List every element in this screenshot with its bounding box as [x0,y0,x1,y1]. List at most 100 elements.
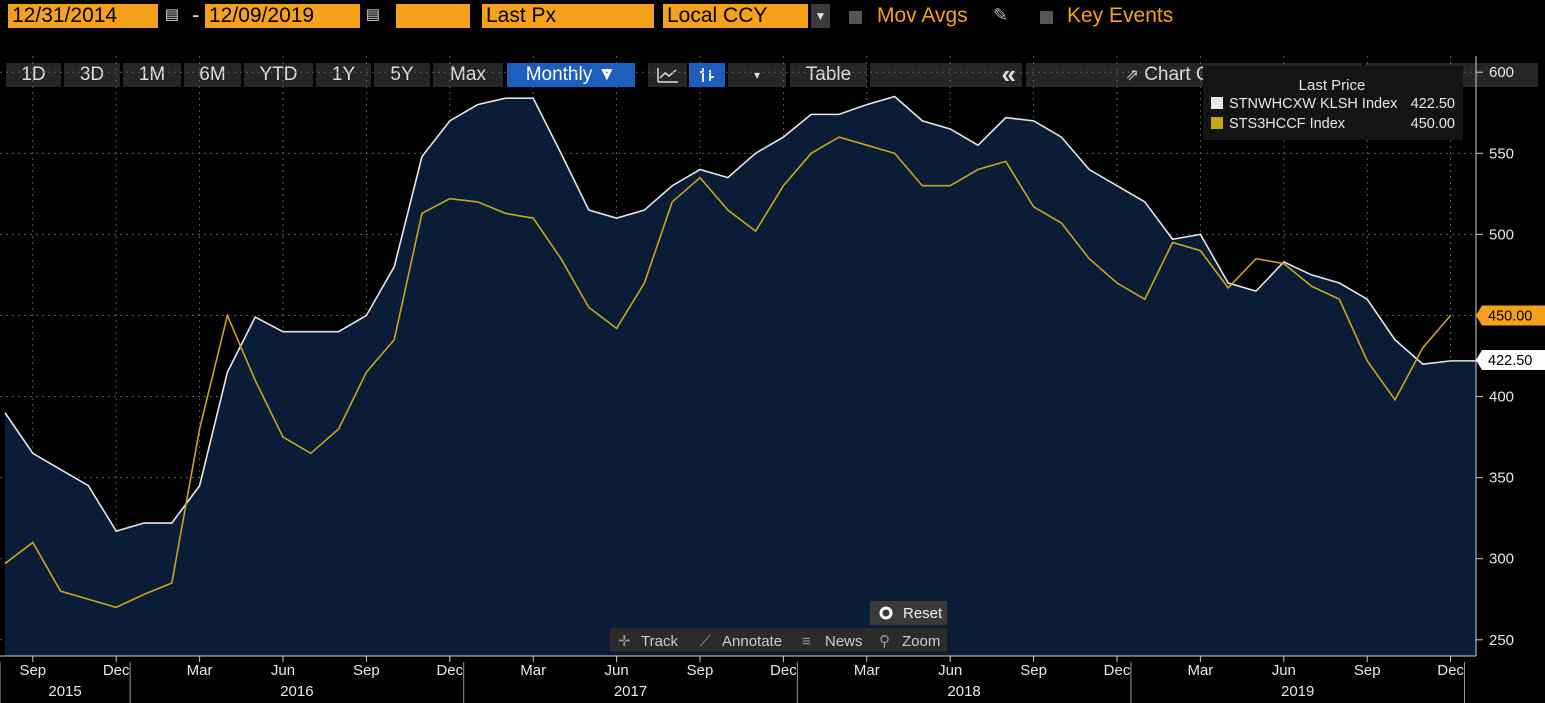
y-tick-label: 600 [1489,64,1514,81]
y-tick-label: 300 [1489,551,1514,568]
start-date-field[interactable]: 12/31/2014 [8,4,158,28]
chevron-down-icon[interactable]: ▼ [811,4,830,28]
legend-title: Last Price [1299,77,1366,94]
x-year-label: 2019 [1281,683,1314,700]
x-month-label: Dec [770,662,797,679]
line-chart-icon[interactable] [648,63,687,87]
series-line [4,136,1452,609]
legend-box [1203,66,1463,140]
range-button-ytd[interactable]: YTD [244,63,313,87]
annotate-icon: ⟋ [700,633,711,650]
zoom-tool[interactable]: ⚲ Zoom [879,633,940,650]
end-date-field[interactable]: 12/09/2019 [205,4,360,28]
chart-type-dropdown-icon[interactable]: ▾ [728,63,786,87]
series-lines [4,95,1479,609]
annotate-tool[interactable]: ⟋ Annotate [700,633,782,650]
last-value-tag [1476,350,1545,371]
key-events-checkbox[interactable] [1040,11,1053,24]
track-icon: ✛ [618,633,631,650]
collapse-icon[interactable]: « [870,61,1022,87]
table-button[interactable]: Table [790,63,867,87]
x-month-label: Mar [187,662,213,679]
legend-series-2-value: 450.00 [1411,116,1455,132]
range-toolbar: 1D 3D 1M 6M YTD 1Y 5Y Max Monthly ▼ ▾ Ta… [0,31,1545,87]
legend-series-1-name: STNWHCXW KLSH Index [1229,96,1398,112]
x-month-label: Dec [1104,662,1131,679]
price-chart[interactable]: 250300350400450500550600 SepDecMarJunSep… [0,56,1545,703]
x-year-label: 2017 [614,683,647,700]
x-month-label: Jun [605,662,629,679]
series-line [4,95,1479,533]
reset-button[interactable]: Reset [870,601,947,625]
reset-icon [879,606,893,620]
chart-overlay-tools: Reset ✛ Track ⟋ Annotate ≡ News ⚲ Zoom [610,601,947,652]
x-month-label: Mar [854,662,880,679]
x-month-label: Sep [1354,662,1381,679]
top-toolbar: 12/31/2014 ▤ - 12/09/2019 ▤ Last Px Loca… [0,0,1545,31]
price-field-select[interactable]: Last Px [482,4,654,28]
currency-select[interactable]: Local CCY [663,4,808,28]
zoom-icon: ⚲ [879,633,890,650]
date-separator: - [192,2,200,27]
range-button-max[interactable]: Max [433,63,503,87]
x-year-label: 2018 [947,683,980,700]
x-month-label: Sep [19,662,46,679]
y-tick-label: 250 [1489,632,1514,649]
range-button-1m[interactable]: 1M [123,63,181,87]
reset-button-bg [870,601,947,625]
bar-chart-icon[interactable] [689,63,725,87]
last-value-tag [1476,305,1545,326]
legend-series-2-name: STS3HCCF Index [1229,116,1346,132]
reset-label: Reset [903,605,943,622]
x-month-label: Jun [271,662,295,679]
range-button-3d[interactable]: 3D [64,63,120,87]
legend-series-1-value: 422.50 [1411,96,1455,112]
start-calendar-icon[interactable]: ▤ [164,6,180,23]
series-areas [5,96,1479,657]
x-month-label: Dec [103,662,130,679]
range-button-1d[interactable]: 1D [6,63,61,87]
end-calendar-icon[interactable]: ▤ [365,6,381,23]
x-month-label: Dec [436,662,463,679]
mov-avgs-checkbox[interactable] [849,11,862,24]
key-events-label[interactable]: Key Events [1067,4,1174,27]
news-tool[interactable]: ≡ News [802,633,863,650]
mov-avgs-label[interactable]: Mov Avgs [877,4,968,27]
y-tick-label: 500 [1489,226,1514,243]
x-month-label: Sep [353,662,380,679]
x-month-label: Sep [687,662,714,679]
annotate-label: Annotate [722,633,782,650]
track-tool[interactable]: ✛ Track [618,633,678,650]
y-tick-label: 400 [1489,389,1514,406]
x-axis: Sep Dec Mar Jun Sep Dec Mar Jun Sep Dec Mar Jun Sep D… [0,655,1476,703]
x-month-label: Mar [520,662,546,679]
y-tick-label: 550 [1489,145,1514,162]
x-month-label: Sep [1020,662,1047,679]
series-area-fill [5,96,1479,657]
last-value-tag-label: 422.50 [1488,353,1532,369]
range-button-1y[interactable]: 1Y [316,63,371,87]
x-year-label: 2015 [48,683,81,700]
x-month-label: Jun [938,662,962,679]
legend-swatch-yellow [1211,117,1223,129]
legend: Last Price STNWHCXW KLSH Index 422.50 ST… [1203,66,1463,140]
bar-chart-glyph [700,68,714,82]
y-tick-label: 350 [1489,470,1514,487]
chart-content-icon: ⇗ [1125,67,1139,84]
news-label: News [825,633,863,650]
news-icon: ≡ [802,633,811,650]
x-month-label: Jun [1272,662,1296,679]
x-month-label: Dec [1437,662,1464,679]
legend-swatch-white [1211,97,1223,109]
track-label: Track [641,633,678,650]
line-chart-glyph [656,68,678,83]
last-value-tags: 450.00 422.50 [1476,305,1545,371]
range-button-6m[interactable]: 6M [184,63,241,87]
pencil-icon[interactable]: ✎ [993,5,1009,25]
tool-strip [610,628,947,652]
security-field[interactable] [396,4,470,28]
periodicity-select[interactable]: Monthly ▼ [507,63,635,87]
range-button-5y[interactable]: 5Y [374,63,430,87]
x-month-label: Mar [1187,662,1213,679]
zoom-label: Zoom [902,633,940,650]
